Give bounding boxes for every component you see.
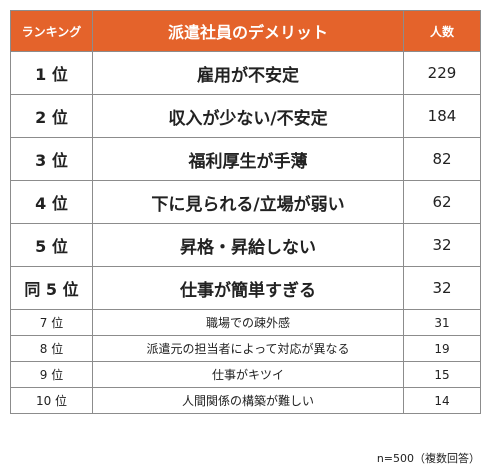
count-cell: 82 [403,137,481,181]
count-cell: 62 [403,180,481,224]
table-row: 3 位 福利厚生が手薄 82 [10,137,481,181]
ranking-table: ランキング 派遣社員のデメリット 人数 1 位 雇用が不安定 229 2 位 収… [10,10,481,414]
table-row: 同 5 位 仕事が簡単すぎる 32 [10,266,481,310]
table-row: 10 位 人間関係の構築が難しい 14 [10,387,481,414]
count-cell: 184 [403,94,481,138]
table-row: 8 位 派遣元の担当者によって対応が異なる 19 [10,335,481,362]
rank-cell: 4 位 [10,180,93,224]
table-row: 7 位 職場での疎外感 31 [10,309,481,336]
count-cell: 14 [403,387,481,414]
reason-cell: 人間関係の構築が難しい [92,387,404,414]
rank-cell: 5 位 [10,223,93,267]
reason-cell: 下に見られる/立場が弱い [92,180,404,224]
count-cell: 15 [403,361,481,388]
header-rank: ランキング [10,10,93,52]
reason-cell: 昇格・昇給しない [92,223,404,267]
reason-cell: 福利厚生が手薄 [92,137,404,181]
table-row: 2 位 収入が少ない/不安定 184 [10,94,481,138]
table-row: 9 位 仕事がキツイ 15 [10,361,481,388]
rank-cell: 同 5 位 [10,266,93,310]
count-cell: 32 [403,266,481,310]
rank-cell: 2 位 [10,94,93,138]
rank-cell: 1 位 [10,51,93,95]
count-cell: 32 [403,223,481,267]
rank-cell: 7 位 [10,309,93,336]
table-row: 1 位 雇用が不安定 229 [10,51,481,95]
count-cell: 229 [403,51,481,95]
reason-cell: 仕事がキツイ [92,361,404,388]
reason-cell: 収入が少ない/不安定 [92,94,404,138]
rank-cell: 9 位 [10,361,93,388]
rank-cell: 3 位 [10,137,93,181]
reason-cell: 雇用が不安定 [92,51,404,95]
sample-size-note: n=500（複数回答） [376,452,480,465]
reason-cell: 職場での疎外感 [92,309,404,336]
header-count: 人数 [403,10,481,52]
count-cell: 19 [403,335,481,362]
rank-cell: 8 位 [10,335,93,362]
rank-cell: 10 位 [10,387,93,414]
table-row: 4 位 下に見られる/立場が弱い 62 [10,180,481,224]
reason-cell: 派遣元の担当者によって対応が異なる [92,335,404,362]
table-row: 5 位 昇格・昇給しない 32 [10,223,481,267]
header-reason: 派遣社員のデメリット [92,10,404,52]
count-cell: 31 [403,309,481,336]
header-row: ランキング 派遣社員のデメリット 人数 [10,10,481,52]
reason-cell: 仕事が簡単すぎる [92,266,404,310]
